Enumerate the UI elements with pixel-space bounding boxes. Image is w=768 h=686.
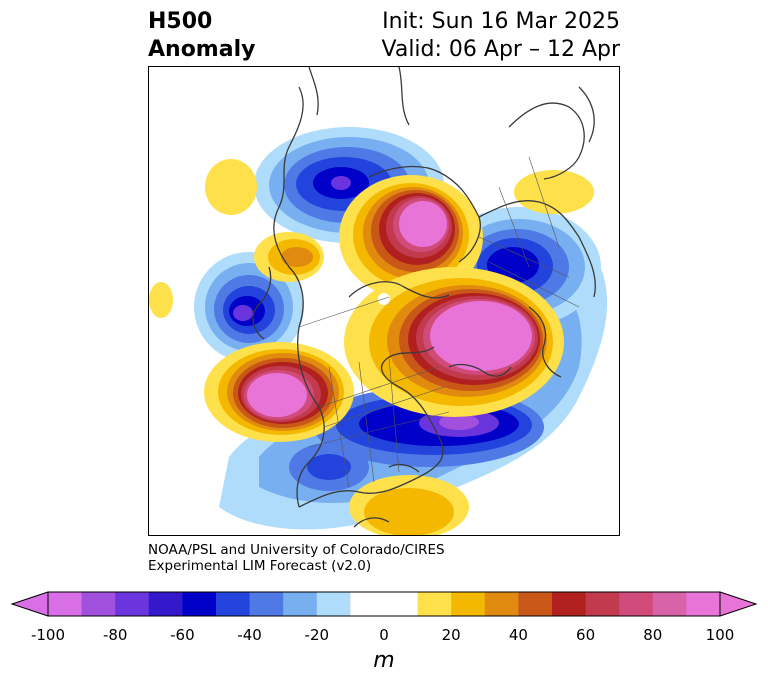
colorbar-segment [350, 592, 385, 616]
colorbar-tick-label: -100 [30, 626, 66, 644]
colorbar-segment [148, 592, 183, 616]
colorbar-tick-label: 0 [379, 626, 389, 644]
colorbar-segment [283, 592, 318, 616]
valid-range: Valid: 06 Apr – 12 Apr [381, 37, 621, 62]
anomaly-map [148, 66, 620, 536]
colorbar-segment [686, 592, 721, 616]
colorbar-max-arrow [719, 591, 758, 617]
colorbar-segment [552, 592, 587, 616]
positive-anomaly-minor [149, 159, 594, 535]
colorbar-segment [585, 592, 620, 616]
colorbar-segment [384, 592, 419, 616]
colorbar-segment [316, 592, 351, 616]
credit-line-1: NOAA/PSL and University of Colorado/CIRE… [148, 542, 445, 558]
credit: NOAA/PSL and University of Colorado/CIRE… [148, 542, 445, 574]
map-canvas [149, 67, 619, 535]
colorbar-tick-label: 40 [508, 626, 528, 644]
colorbar-tick-label: 80 [643, 626, 663, 644]
colorbar-segment [518, 592, 553, 616]
colorbar-segment [115, 592, 150, 616]
title-right: Init: Sun 16 Mar 2025 Valid: 06 Apr – 12… [382, 8, 621, 64]
colorbar-segment [182, 592, 217, 616]
colorbar-ticks: -100 -80 -60 -40 -20 0 20 40 60 80 100 [0, 626, 768, 646]
colorbar-tick-label: 60 [576, 626, 596, 644]
colorbar-tick-label: -20 [304, 626, 330, 644]
positive-anomaly-pacific [204, 342, 354, 442]
positive-anomaly-northeast [344, 267, 564, 417]
colorbar-segment [652, 592, 687, 616]
colorbar-segment [451, 592, 486, 616]
colorbar-segment [484, 592, 519, 616]
colorbar-tick-label: 20 [441, 626, 461, 644]
credit-line-2: Experimental LIM Forecast (v2.0) [148, 558, 372, 574]
negative-anomaly-west [194, 252, 304, 362]
title-field: Anomaly [148, 37, 256, 62]
colorbar-segment [81, 592, 116, 616]
colorbar-tick-label: 100 [705, 626, 735, 644]
colorbar-outline [47, 591, 721, 617]
colorbar-unit: m [373, 648, 395, 673]
title-variable: H500 [148, 9, 213, 34]
borders [298, 156, 580, 488]
colorbar-segment [216, 592, 251, 616]
title-left: H500 Anomaly [148, 8, 255, 64]
colorbar-tick-label: -40 [237, 626, 262, 644]
colorbar-segments [48, 592, 721, 616]
coastlines [252, 67, 596, 528]
init-date: Init: Sun 16 Mar 2025 [382, 9, 620, 34]
colorbar-segment [48, 592, 83, 616]
colorbar-segment [417, 592, 452, 616]
colorbar-tick-label: -60 [170, 626, 195, 644]
colorbar-segment [619, 592, 654, 616]
colorbar-segment [249, 592, 284, 616]
colorbar-tick-label: -80 [102, 626, 128, 644]
colorbar-min-arrow [10, 591, 49, 617]
colorbar [10, 591, 758, 617]
negative-anomaly-north [254, 127, 444, 243]
